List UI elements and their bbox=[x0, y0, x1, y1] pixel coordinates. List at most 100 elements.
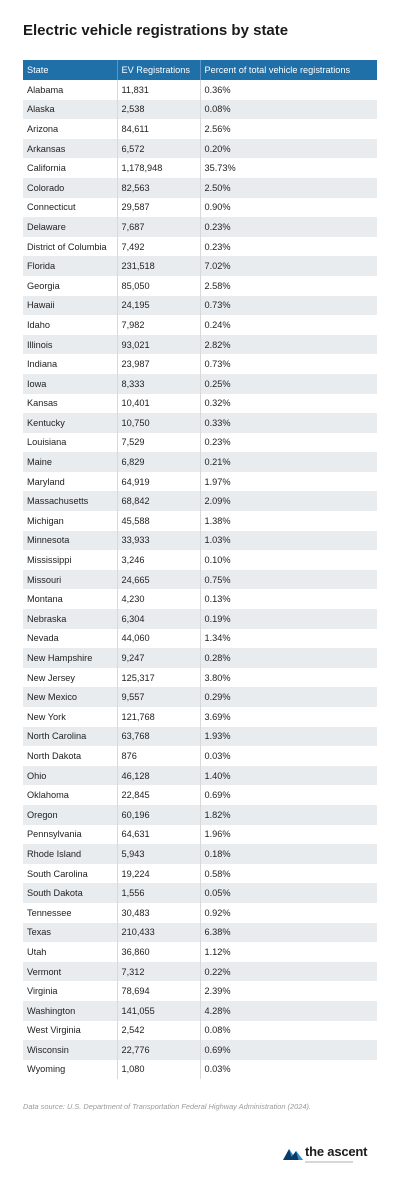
table-row: West Virginia 2,542 0.08% bbox=[23, 1020, 377, 1041]
percent-cell: 35.73% bbox=[204, 163, 236, 174]
state-cell: Idaho bbox=[23, 315, 118, 335]
table-row: Idaho 7,982 0.24% bbox=[23, 315, 377, 335]
table-row: Iowa 8,333 0.25% bbox=[23, 373, 377, 394]
state-cell: Texas bbox=[23, 922, 118, 943]
state-cell: Rhode Island bbox=[23, 844, 118, 864]
table-row: Virginia 78,694 2.39% bbox=[23, 981, 377, 1001]
logo-wordmark: the ascent bbox=[305, 1144, 368, 1159]
ev-registrations-cell: 5,943 bbox=[117, 844, 201, 864]
ev-registrations-cell: 22,776 bbox=[117, 1040, 201, 1060]
percent-cell: 2.39% bbox=[204, 986, 231, 997]
state-cell: Colorado bbox=[23, 177, 118, 198]
table-row: Wisconsin 22,776 0.69% bbox=[23, 1040, 377, 1060]
percent-cell: 0.08% bbox=[204, 1025, 231, 1036]
percent-cell: 0.23% bbox=[204, 437, 231, 448]
table-row: Mississippi 3,246 0.10% bbox=[23, 550, 377, 570]
percent-cell: 3.80% bbox=[204, 672, 231, 683]
percent-cell: 0.23% bbox=[200, 217, 377, 237]
ev-registrations-cell: 68,842 bbox=[117, 491, 201, 512]
ev-registrations-cell: 10,401 bbox=[117, 393, 201, 414]
table-row: Tennessee 30,483 0.92% bbox=[23, 902, 377, 923]
state-cell: Florida bbox=[23, 256, 118, 276]
ev-registrations-cell: 82,563 bbox=[117, 177, 201, 198]
ev-registrations-cell: 1,178,948 bbox=[117, 158, 201, 178]
ev-registrations-cell: 7,982 bbox=[117, 315, 201, 335]
table-row: Alabama 11,831 0.36% bbox=[23, 80, 377, 100]
ev-registrations-cell: 19,224 bbox=[117, 863, 201, 884]
ev-registrations-cell: 22,845 bbox=[117, 785, 201, 805]
percent-cell: 0.29% bbox=[200, 687, 377, 707]
state-cell: Vermont bbox=[23, 961, 118, 982]
header-state: State bbox=[23, 60, 118, 80]
state-cell: Maryland bbox=[23, 471, 118, 492]
percent-cell: 1.38% bbox=[204, 515, 231, 526]
ev-registrations-cell: 141,055 bbox=[117, 1000, 201, 1021]
percent-cell: 0.28% bbox=[200, 648, 377, 668]
table-row: Washington 141,055 4.28% bbox=[23, 1000, 377, 1021]
percent-cell: 1.97% bbox=[204, 476, 231, 487]
ev-registrations-cell: 1,080 bbox=[117, 1059, 201, 1080]
ev-registrations-cell: 24,665 bbox=[117, 569, 201, 590]
table-row: New York 121,768 3.69% bbox=[23, 707, 377, 727]
table-row: Nebraska 6,304 0.19% bbox=[23, 609, 377, 629]
table-row: Montana 4,230 0.13% bbox=[23, 589, 377, 610]
ev-registrations-cell: 64,919 bbox=[117, 471, 201, 492]
state-cell: Iowa bbox=[23, 373, 118, 394]
percent-cell: 1.03% bbox=[200, 530, 377, 551]
state-cell: Mississippi bbox=[23, 550, 118, 570]
table-row: Texas 210,433 6.38% bbox=[23, 922, 377, 943]
ev-registrations-cell: 2,542 bbox=[117, 1020, 201, 1041]
ev-registrations-cell: 33,933 bbox=[117, 530, 201, 551]
state-cell: Washington bbox=[23, 1000, 118, 1021]
state-cell: District of Columbia bbox=[23, 236, 118, 257]
table-row: Rhode Island 5,943 0.18% bbox=[23, 844, 377, 864]
ev-registrations-cell: 24,195 bbox=[117, 295, 201, 316]
table-row: Maine 6,829 0.21% bbox=[23, 452, 377, 472]
state-cell: Missouri bbox=[23, 569, 118, 590]
page-title: Electric vehicle registrations by state bbox=[23, 22, 289, 39]
ev-registrations-cell: 9,247 bbox=[117, 648, 201, 668]
table-row: Maryland 64,919 1.97% bbox=[23, 471, 377, 492]
state-cell: Kansas bbox=[23, 393, 118, 414]
percent-cell: 0.05% bbox=[200, 883, 377, 903]
ev-registrations-cell: 2,538 bbox=[117, 99, 201, 120]
table-row: Kentucky 10,750 0.33% bbox=[23, 413, 377, 433]
percent-cell: 6.38% bbox=[200, 922, 377, 943]
ev-registrations-cell: 45,588 bbox=[117, 511, 201, 531]
percent-cell: 1.93% bbox=[200, 726, 377, 747]
percent-cell: 0.08% bbox=[200, 99, 377, 120]
state-cell: Arizona bbox=[23, 119, 118, 139]
percent-cell: 0.90% bbox=[204, 202, 231, 213]
table-row: South Carolina 19,224 0.58% bbox=[23, 863, 377, 884]
table-row: North Dakota 876 0.03% bbox=[23, 746, 377, 766]
state-cell: Nevada bbox=[23, 628, 118, 649]
ev-registrations-cell: 125,317 bbox=[117, 667, 201, 688]
state-cell: Minnesota bbox=[23, 530, 118, 551]
state-cell: Tennessee bbox=[23, 902, 118, 923]
percent-cell: 0.19% bbox=[200, 609, 377, 629]
table-row: Oklahoma 22,845 0.69% bbox=[23, 785, 377, 805]
table-row: New Hampshire 9,247 0.28% bbox=[23, 648, 377, 668]
state-cell: New Hampshire bbox=[23, 648, 118, 668]
ev-registrations-cell: 85,050 bbox=[117, 275, 201, 296]
state-cell: Nebraska bbox=[23, 609, 118, 629]
state-cell: West Virginia bbox=[23, 1020, 118, 1041]
percent-cell: 0.18% bbox=[200, 844, 377, 864]
percent-cell: 7.02% bbox=[200, 256, 377, 276]
ev-registrations-cell: 60,196 bbox=[117, 804, 201, 825]
table-row: Minnesota 33,933 1.03% bbox=[23, 530, 377, 551]
table-row: Arizona 84,611 2.56% bbox=[23, 119, 377, 139]
table-row: Nevada 44,060 1.34% bbox=[23, 628, 377, 649]
table-row: Pennsylvania 64,631 1.96% bbox=[23, 824, 377, 845]
percent-cell: 0.73% bbox=[200, 295, 377, 316]
percent-cell: 0.25% bbox=[200, 373, 377, 394]
percent-cell: 0.36% bbox=[204, 84, 231, 95]
percent-cell: 0.75% bbox=[200, 569, 377, 590]
table-row: Hawaii 24,195 0.73% bbox=[23, 295, 377, 316]
ev-registrations-cell: 7,687 bbox=[117, 217, 201, 237]
percent-cell: 0.23% bbox=[204, 241, 231, 252]
state-cell: South Carolina bbox=[23, 863, 118, 884]
table-row: Michigan 45,588 1.38% bbox=[23, 511, 377, 531]
percent-cell: 1.82% bbox=[200, 804, 377, 825]
ev-registrations-cell: 3,246 bbox=[117, 550, 201, 570]
